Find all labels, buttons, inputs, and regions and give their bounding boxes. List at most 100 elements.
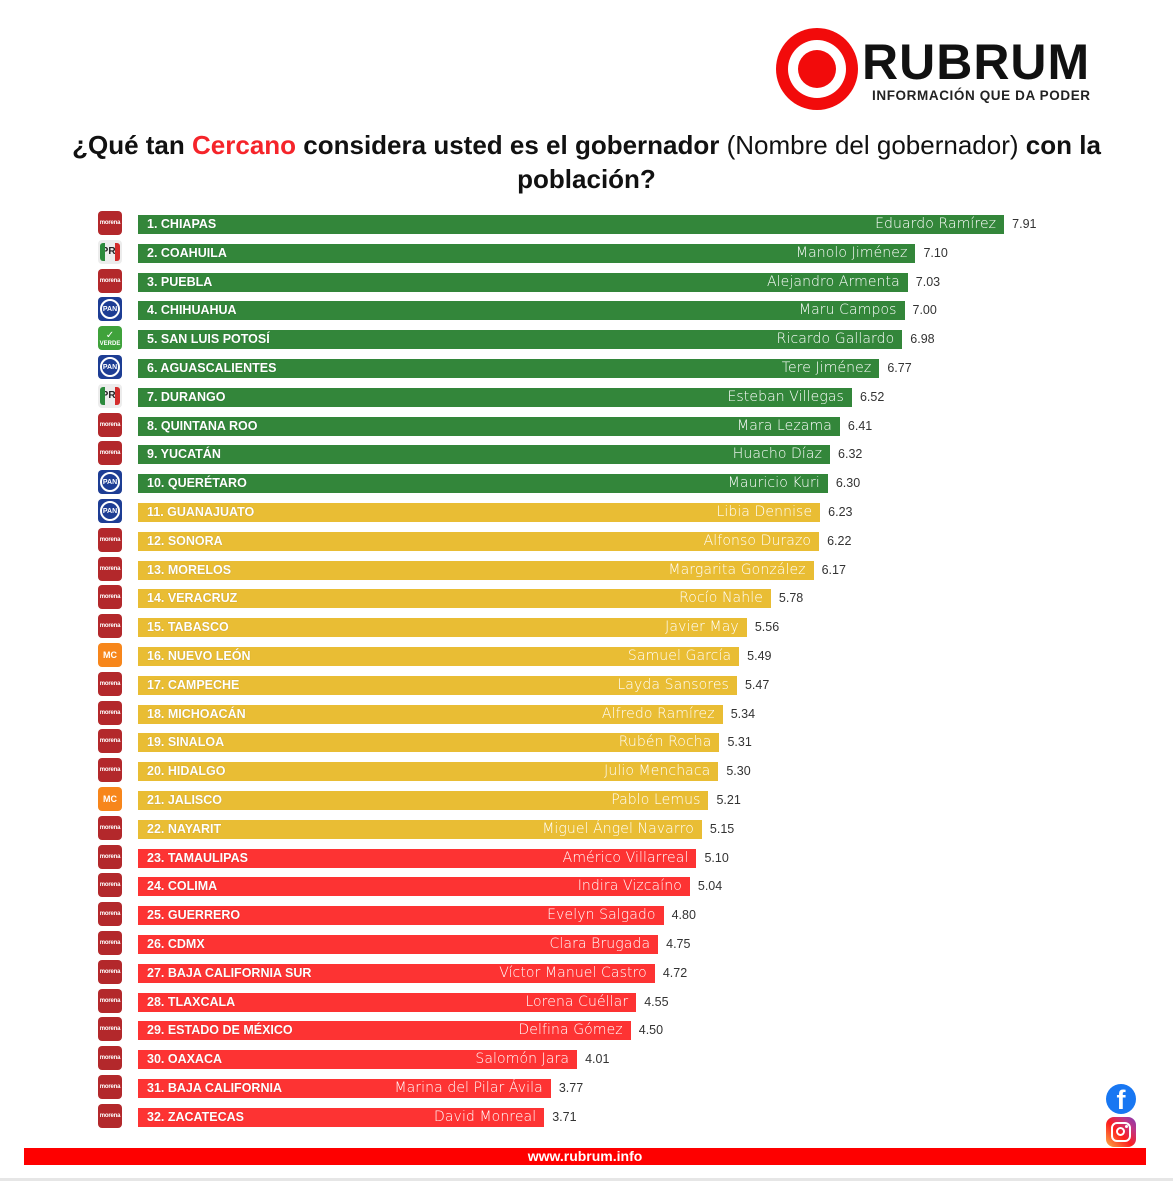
morena-party-logo-icon: morena <box>98 441 122 466</box>
governor-name: Evelyn Salgado <box>547 907 656 924</box>
score-bar: 30. OAXACA Salomón Jara <box>138 1050 578 1070</box>
score-value: 5.49 <box>747 649 772 663</box>
table-row: PAN 10. QUERÉTARO Mauricio Kuri 6.30 <box>0 469 1173 498</box>
score-value: 6.52 <box>859 389 885 404</box>
governor-name: Pablo Lemus <box>611 792 701 808</box>
brand-tagline: INFORMACIÓN QUE DA PODER <box>872 88 1091 103</box>
governor-name: Miguel Ángel Navarro <box>542 820 694 837</box>
governor-name: Alfonso Durazo <box>703 532 812 549</box>
title-highlight: Cercano <box>192 130 297 160</box>
score-bar: 14. VERACRUZ Rocío Nahle <box>138 589 771 609</box>
table-row: MC 16. NUEVO LEÓN Samuel García 5.49 <box>0 642 1173 671</box>
bottom-divider <box>0 1178 1173 1181</box>
state-label: 27. BAJA CALIFORNIA SUR <box>147 965 312 980</box>
morena-party-logo-icon: morena <box>98 758 122 783</box>
score-value: 3.71 <box>552 1109 577 1124</box>
state-label: 8. QUINTANA ROO <box>147 418 258 433</box>
mc-party-logo-icon: MC <box>98 643 122 667</box>
table-row: morena 8. QUINTANA ROO Mara Lezama 6.41 <box>0 412 1173 441</box>
score-bar: 9. YUCATÁN Huacho Díaz <box>138 445 831 465</box>
morena-party-logo-icon: morena <box>98 959 122 984</box>
score-bar: 23. TAMAULIPAS Américo Villarreal <box>138 848 697 868</box>
morena-party-logo-icon: morena <box>98 211 122 235</box>
instagram-icon[interactable] <box>1106 1117 1136 1147</box>
table-row: morena 29. ESTADO DE MÉXICO Delfina Gómez 4… <box>0 1016 1173 1045</box>
mc-party-logo-icon: MC <box>98 787 122 811</box>
state-label: 1. CHIAPAS <box>147 217 217 231</box>
table-row: PRI 7. DURANGO Esteban Villegas 6.52 <box>0 383 1173 412</box>
morena-party-logo-icon: morena <box>98 931 122 955</box>
score-bar: 8. QUINTANA ROO Mara Lezama <box>138 416 840 436</box>
governor-name: Julio Menchaca <box>604 763 711 780</box>
state-label: 22. NAYARIT <box>147 821 222 836</box>
table-row: morena 15. TABASCO Javier May 5.56 <box>0 613 1173 642</box>
state-label: 32. ZACATECAS <box>147 1109 245 1124</box>
state-label: 3. PUEBLA <box>147 274 213 289</box>
chart-title: ¿Qué tan Cercano considera usted es el g… <box>60 128 1113 196</box>
table-row: morena 20. HIDALGO Julio Menchaca 5.30 <box>0 757 1173 786</box>
governor-name: Salomón Jara <box>475 1051 570 1068</box>
state-label: 13. MORELOS <box>147 562 232 577</box>
morena-party-logo-icon: morena <box>98 729 122 754</box>
score-value: 6.23 <box>828 505 853 519</box>
governor-name: Esteban Villegas <box>727 388 844 405</box>
morena-party-logo-icon: morena <box>98 527 122 552</box>
governor-name: Marina del Pilar Ávila <box>394 1080 543 1096</box>
table-row: MC 21. JALISCO Pablo Lemus 5.21 <box>0 786 1173 815</box>
state-label: 9. YUCATÁN <box>147 447 221 462</box>
table-row: morena 14. VERACRUZ Rocío Nahle 5.78 <box>0 584 1173 613</box>
table-row: PAN 4. CHIHUAHUA Maru Campos 7.00 <box>0 296 1173 325</box>
morena-party-logo-icon: morena <box>98 1075 122 1099</box>
governor-name: Manolo Jiménez <box>795 244 908 261</box>
score-bar: 1. CHIAPAS Eduardo Ramírez <box>138 215 1005 234</box>
table-row: morena 31. BAJA CALIFORNIA Marina del Pila… <box>0 1074 1173 1103</box>
state-label: 15. TABASCO <box>147 620 229 635</box>
score-value: 5.30 <box>726 764 751 779</box>
morena-party-logo-icon: morena <box>98 1046 122 1071</box>
governor-name: Rocío Nahle <box>679 590 763 607</box>
state-label: 19. SINALOA <box>147 735 225 750</box>
score-bar: 5. SAN LUIS POTOSÍ Ricardo Gallardo <box>138 330 903 350</box>
score-value: 6.98 <box>910 332 935 347</box>
table-row: morena 26. CDMX Clara Brugada 4.75 <box>0 930 1173 959</box>
governor-name: Alejandro Armenta <box>767 273 900 290</box>
score-bar: 16. NUEVO LEÓN Samuel García <box>138 647 740 666</box>
score-value: 4.75 <box>666 937 691 951</box>
pan-party-logo-icon: PAN <box>98 355 122 379</box>
title-part2: considera usted es el gobernador <box>296 130 727 160</box>
state-label: 7. DURANGO <box>147 389 226 404</box>
score-value: 6.17 <box>821 562 846 577</box>
pri-party-logo-icon: PRI <box>98 383 122 408</box>
score-bar: 32. ZACATECAS David Monreal <box>138 1107 545 1127</box>
score-value: 4.72 <box>662 965 688 980</box>
score-value: 5.04 <box>697 879 723 894</box>
governor-name: Rubén Rocha <box>618 734 712 751</box>
table-row: morena 12. SONORA Alfonso Durazo 6.22 <box>0 527 1173 556</box>
score-bar: 3. PUEBLA Alejandro Armenta <box>138 272 908 292</box>
score-bar: 4. CHIHUAHUA Maru Campos <box>138 301 905 321</box>
table-row: morena 24. COLIMA Indira Vizcaíno 5.04 <box>0 872 1173 901</box>
governor-name: Mara Lezama <box>737 417 832 434</box>
score-bar: 22. NAYARIT Miguel Ángel Navarro <box>138 819 702 839</box>
facebook-icon[interactable]: f <box>1106 1084 1136 1114</box>
table-row: morena 3. PUEBLA Alejandro Armenta 7.03 <box>0 268 1173 297</box>
brand-name: RUBRUM <box>862 34 1091 90</box>
morena-party-logo-icon: morena <box>98 1103 122 1128</box>
governor-name: David Monreal <box>434 1108 537 1125</box>
table-row: ✓ VERDE 5. SAN LUIS POTOSÍ Ricardo Gallardo… <box>0 325 1173 354</box>
state-label: 16. NUEVO LEÓN <box>147 649 251 663</box>
state-label: 10. QUERÉTARO <box>147 476 247 491</box>
table-row: morena 17. CAMPECHE Layda Sansores 5.47 <box>0 671 1173 700</box>
state-label: 29. ESTADO DE MÉXICO <box>147 1023 293 1038</box>
governor-name: Delfina Gómez <box>518 1022 623 1039</box>
governor-name: Margarita González <box>668 561 806 578</box>
morena-party-logo-icon: morena <box>98 844 122 869</box>
title-paren: (Nombre del gobernador) <box>726 130 1019 160</box>
morena-party-logo-icon: morena <box>98 268 122 293</box>
state-label: 25. GUERRERO <box>147 908 241 923</box>
state-label: 28. TLAXCALA <box>147 994 236 1009</box>
score-bar: 2. COAHUILA Manolo Jiménez <box>138 243 916 263</box>
governor-name: Samuel García <box>627 648 732 664</box>
score-value: 7.91 <box>1012 217 1037 231</box>
footer-url[interactable]: www.rubrum.info <box>527 1148 643 1164</box>
